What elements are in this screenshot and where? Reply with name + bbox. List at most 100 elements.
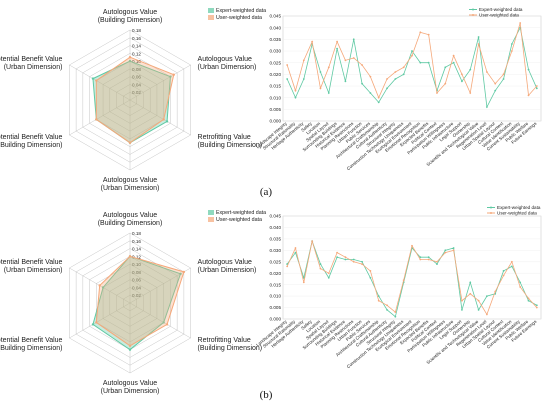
line-point [510, 265, 513, 268]
line-point [535, 85, 538, 87]
line-point [286, 265, 289, 268]
radar-axis-label: (Urban Dimension) [101, 388, 160, 395]
line-point [394, 71, 397, 73]
line-series-expert [286, 26, 538, 109]
line-point [394, 78, 397, 80]
line-point [444, 82, 447, 85]
radar-tick-label: 0.08 [132, 270, 141, 275]
line-point [486, 313, 488, 316]
legend-swatch [208, 210, 214, 215]
legend-label: User-weighted data [479, 13, 519, 18]
line-point [461, 80, 463, 83]
radar-axis-label: Autologous Value [103, 9, 157, 16]
radar-spoke [129, 64, 191, 101]
line-point [477, 43, 480, 45]
radar-chart-b: 0.02 0.04 0.06 0.08 0.10 0.12 0.14 0.16 0.18 Auto… [0, 210, 266, 395]
legend-swatch [208, 15, 214, 20]
y-tick-label: 0.020 [270, 72, 282, 77]
line-point [402, 66, 405, 69]
legend-marker [490, 206, 492, 209]
line-point [510, 50, 513, 52]
line-point [419, 61, 422, 64]
line-point [352, 57, 355, 59]
y-tick-label: 0.000 [270, 317, 282, 322]
line-point [436, 263, 438, 265]
radar-tick-label: 0.04 [132, 285, 141, 290]
legend-swatch [208, 217, 214, 222]
y-tick-label: 0.040 [270, 225, 282, 230]
line-point [444, 251, 447, 254]
line-point [327, 66, 330, 69]
legend-marker [472, 14, 474, 16]
radar-point [162, 321, 165, 324]
line-point [486, 295, 488, 298]
radar-chart-a: 0.02 0.04 0.06 0.08 0.10 0.12 0.14 0.16 0.18 Auto… [0, 8, 266, 192]
line-point [394, 315, 397, 318]
radar-tick-label: 0.06 [132, 278, 141, 283]
line-point [535, 87, 538, 90]
line-point [469, 68, 472, 71]
radar-point [95, 79, 98, 82]
plot-frame [282, 215, 542, 320]
line-point [427, 256, 430, 259]
legend-label: Expert-weighted data [216, 8, 266, 14]
line-point [502, 78, 505, 80]
radar-point [98, 284, 101, 287]
y-tick-label: 0.000 [270, 119, 282, 124]
line-point [519, 286, 522, 288]
radar-spoke [129, 99, 191, 136]
radar-spoke [69, 302, 131, 339]
panel-label-b: (b) [260, 389, 273, 401]
radar-tick-label: 0.16 [132, 239, 141, 244]
radar-axis-label: Autologous Value [103, 177, 157, 184]
line-point [535, 304, 538, 307]
radar-point [128, 141, 132, 144]
line-point [336, 251, 338, 254]
line-point [452, 61, 455, 64]
line-point [461, 308, 463, 311]
line-point [319, 263, 322, 265]
line-point [352, 258, 355, 261]
line-point [502, 270, 505, 272]
legend-label: User-weighted data [216, 15, 262, 21]
radar-axis-label: Autologous Value [198, 259, 252, 266]
line-point [477, 36, 480, 38]
line-point [369, 75, 372, 78]
radar-point [128, 255, 132, 258]
radar-axis-label: (Building Dimension) [198, 142, 263, 149]
line-point [377, 96, 380, 99]
radar-tick-label: 0.02 [132, 90, 141, 95]
radar-axis-label: (Urban Dimension) [4, 64, 63, 71]
radar-point [128, 348, 132, 351]
radar-point [91, 323, 95, 326]
line-point [469, 281, 472, 284]
line-point [369, 92, 372, 94]
radar-point [165, 120, 169, 123]
radar-axis-label: Potential Benefit Value [0, 259, 63, 266]
radar-point [182, 270, 186, 274]
line-point [361, 82, 363, 85]
radar-axis-label: (Building Dimension) [0, 345, 62, 352]
line-point [294, 96, 297, 99]
line-point [302, 281, 305, 284]
line-point [494, 89, 497, 92]
line-point [386, 78, 388, 80]
radar-point [179, 272, 182, 276]
radar-point [95, 321, 98, 324]
line-point [336, 47, 338, 50]
line-series-user [286, 241, 538, 316]
line-point [386, 87, 388, 90]
radar-axis-label: (Building Dimension) [0, 142, 62, 149]
radar-axis-label: (Building Dimension) [98, 17, 163, 24]
line-point [311, 40, 314, 43]
line-point [377, 295, 380, 298]
line-point [319, 267, 322, 270]
line-point [377, 101, 380, 104]
radar-tick-label: 0.02 [132, 293, 141, 298]
line-point [527, 297, 530, 300]
line-point [486, 106, 488, 108]
line-point [311, 240, 314, 243]
line-point [452, 54, 455, 57]
line-point [502, 73, 505, 76]
